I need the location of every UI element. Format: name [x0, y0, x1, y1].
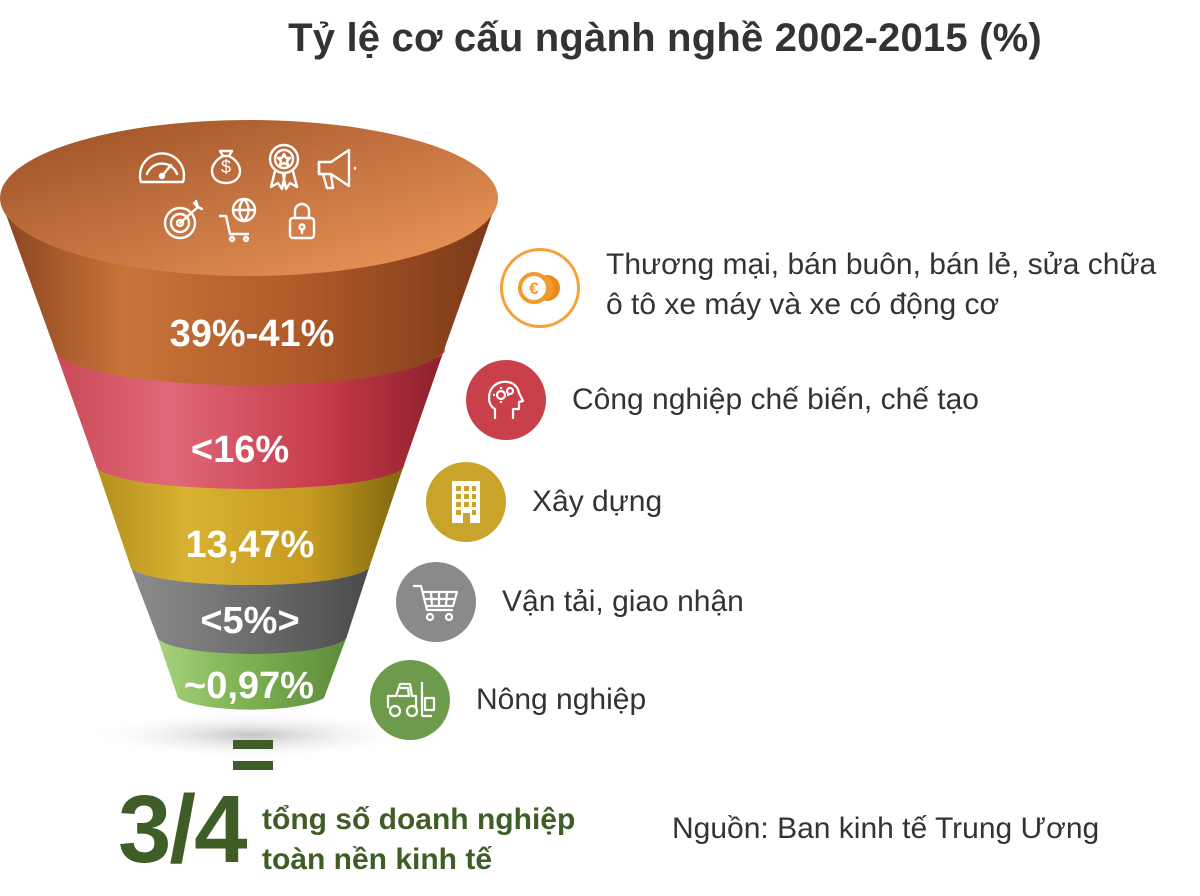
- category-construction: Xây dựng: [426, 462, 662, 542]
- segment-value-trade: 39%-41%: [170, 313, 335, 355]
- category-transport: Vận tải, giao nhận: [396, 562, 744, 642]
- category-construction-circle: [426, 462, 506, 542]
- building-icon: [452, 481, 480, 523]
- target-icon: [163, 199, 204, 240]
- source-note: Nguồn: Ban kinh tế Trung Ương: [672, 812, 1100, 845]
- category-transport-circle: [396, 562, 476, 642]
- category-trade-label: Thương mại, bán buôn, bán lẻ, sửa chữa ô…: [606, 245, 1156, 325]
- segment-value-construction: 13,47%: [186, 524, 315, 566]
- segment-value-manufacturing: <16%: [191, 429, 289, 471]
- money-bag-icon: $: [210, 149, 242, 185]
- speedometer-icon: [138, 152, 186, 184]
- euro-coins-icon: €: [518, 272, 560, 304]
- funnel-shadow: [82, 711, 422, 759]
- padlock-icon: [288, 202, 316, 240]
- summary-text: tổng số doanh nghiệp toàn nền kinh tế: [262, 800, 575, 880]
- award-badge-icon: [268, 143, 300, 191]
- page-title: Tỷ lệ cơ cấu ngành nghề 2002-2015 (%): [288, 16, 1042, 60]
- globe-cart-icon: [218, 197, 257, 243]
- funnel-diagram: ~0,97% <5%> 13,47% <16% 39%-41%: [0, 120, 498, 759]
- megaphone-icon: [317, 148, 357, 190]
- category-manufacturing-circle: [466, 360, 546, 440]
- category-trade: € Thương mại, bán buôn, bán lẻ, sửa chữa…: [500, 248, 1156, 328]
- category-trade-label-line2: ô tô xe máy và xe có động cơ: [606, 288, 1000, 321]
- equals-sign: [233, 740, 273, 782]
- head-gears-icon: [487, 380, 525, 419]
- summary-text-line1: tổng số doanh nghiệp: [262, 803, 576, 836]
- summary-text-line2: toàn nền kinh tế: [262, 843, 493, 876]
- segment-value-transport: <5%>: [200, 600, 299, 642]
- svg-text:€: €: [529, 279, 539, 298]
- category-manufacturing-label: Công nghiệp chế biến, chế tạo: [572, 383, 979, 416]
- svg-text:$: $: [221, 157, 231, 177]
- forklift-icon: [386, 682, 436, 718]
- category-trade-circle: €: [500, 248, 580, 328]
- category-construction-label: Xây dựng: [532, 485, 663, 518]
- category-agriculture-label: Nông nghiệp: [476, 683, 647, 716]
- segment-value-agriculture: ~0,97%: [184, 665, 314, 707]
- summary-fraction: 3/4: [118, 776, 247, 883]
- category-transport-label: Vận tải, giao nhận: [502, 585, 744, 618]
- category-agriculture: Nông nghiệp: [370, 660, 646, 740]
- shopping-cart-icon: [413, 584, 459, 622]
- category-agriculture-circle: [370, 660, 450, 740]
- category-trade-label-line1: Thương mại, bán buôn, bán lẻ, sửa chữa: [606, 248, 1157, 281]
- funnel-segment-trade: 39%-41%: [0, 120, 498, 386]
- category-manufacturing: Công nghiệp chế biến, chế tạo: [466, 360, 979, 440]
